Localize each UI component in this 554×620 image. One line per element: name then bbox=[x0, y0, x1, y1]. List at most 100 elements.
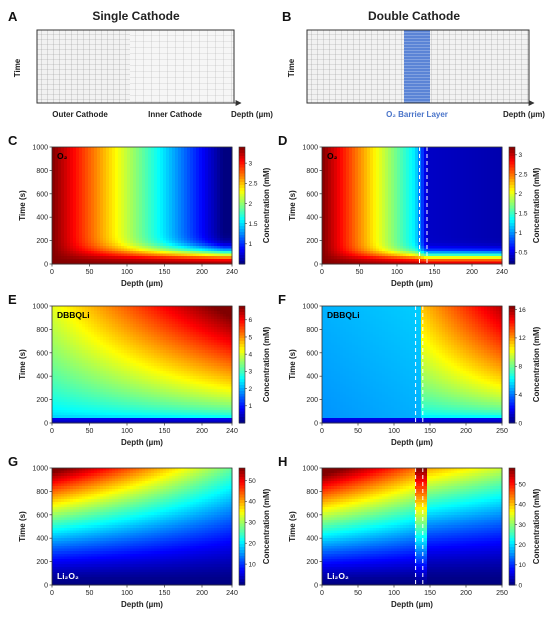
heatmap-cell bbox=[358, 181, 361, 184]
heatmap-cell bbox=[361, 204, 364, 207]
heatmap-cell bbox=[343, 196, 346, 199]
heatmap-cell bbox=[220, 204, 223, 207]
heatmap-cell bbox=[178, 196, 181, 199]
heatmap-cell bbox=[325, 178, 328, 181]
heatmap-cell bbox=[211, 183, 214, 186]
heatmap-cell bbox=[397, 191, 400, 194]
heatmap-cell bbox=[409, 196, 412, 199]
heatmap-cell bbox=[145, 207, 148, 210]
heatmap-cell bbox=[349, 160, 352, 163]
heatmap-cell bbox=[337, 163, 340, 166]
heatmap-cell bbox=[145, 181, 148, 184]
heatmap-cell bbox=[151, 251, 154, 254]
heatmap-cell bbox=[487, 207, 490, 210]
heatmap-cell bbox=[112, 251, 115, 254]
heatmap-cell bbox=[76, 246, 79, 249]
heatmap-cell bbox=[127, 194, 130, 197]
species-label: O₂ bbox=[57, 151, 68, 161]
heatmap-cell bbox=[70, 199, 73, 202]
heatmap-cell bbox=[349, 157, 352, 160]
heatmap-cell bbox=[130, 246, 133, 249]
heatmap-cell bbox=[436, 225, 439, 228]
heatmap-cell bbox=[370, 225, 373, 228]
heatmap-cell bbox=[130, 155, 133, 158]
heatmap-cell bbox=[124, 194, 127, 197]
heatmap-cell bbox=[346, 173, 349, 176]
heatmap-cell bbox=[196, 152, 199, 155]
heatmap-cell bbox=[445, 189, 448, 192]
heatmap-cell bbox=[166, 217, 169, 220]
heatmap-cell bbox=[199, 222, 202, 225]
heatmap-cell bbox=[112, 155, 115, 158]
heatmap-cell bbox=[412, 168, 415, 171]
heatmap-cell bbox=[115, 243, 118, 246]
heatmap-cell bbox=[151, 241, 154, 244]
heatmap-cell bbox=[106, 186, 109, 189]
heatmap-cell bbox=[103, 246, 106, 249]
heatmap-cell bbox=[334, 241, 337, 244]
heatmap-cell bbox=[190, 222, 193, 225]
heatmap-cell bbox=[472, 176, 475, 179]
heatmap-cell bbox=[160, 235, 163, 238]
heatmap-cell bbox=[172, 212, 175, 215]
heatmap-cell bbox=[160, 220, 163, 223]
heatmap-cell bbox=[211, 256, 214, 259]
heatmap-cell bbox=[79, 204, 82, 207]
heatmap-cell bbox=[397, 176, 400, 179]
heatmap-cell bbox=[388, 189, 391, 192]
heatmap-cell bbox=[115, 207, 118, 210]
heatmap-cell bbox=[391, 235, 394, 238]
heatmap-cell bbox=[160, 225, 163, 228]
heatmap-cell bbox=[397, 173, 400, 176]
heatmap-cell bbox=[82, 225, 85, 228]
heatmap-cell bbox=[355, 183, 358, 186]
heatmap-cell bbox=[136, 189, 139, 192]
heatmap-cell bbox=[91, 254, 94, 257]
heatmap-cell bbox=[178, 225, 181, 228]
heatmap-cell bbox=[67, 189, 70, 192]
heatmap-cell bbox=[61, 246, 64, 249]
heatmap-cell bbox=[226, 238, 229, 241]
heatmap-cell bbox=[427, 225, 430, 228]
heatmap-cell bbox=[205, 254, 208, 257]
heatmap-cell bbox=[376, 222, 379, 225]
heatmap-cell bbox=[190, 209, 193, 212]
heatmap-cell bbox=[214, 183, 217, 186]
heatmap-cell bbox=[130, 217, 133, 220]
heatmap-cell bbox=[340, 183, 343, 186]
heatmap-cell bbox=[448, 176, 451, 179]
heatmap-cell bbox=[193, 155, 196, 158]
heatmap-cell bbox=[334, 238, 337, 241]
heatmap-cell bbox=[415, 215, 418, 218]
heatmap-cell bbox=[55, 173, 58, 176]
heatmap-cell bbox=[187, 246, 190, 249]
heatmap-cell bbox=[175, 199, 178, 202]
heatmap-cell bbox=[328, 235, 331, 238]
colorbar-segment bbox=[239, 246, 245, 249]
heatmap-cell bbox=[400, 222, 403, 225]
heatmap-cell bbox=[325, 183, 328, 186]
heatmap-cell bbox=[391, 147, 394, 150]
heatmap-cell bbox=[157, 157, 160, 160]
heatmap-cell bbox=[472, 233, 475, 236]
heatmap-cell bbox=[376, 191, 379, 194]
heatmap-cell bbox=[208, 150, 211, 153]
heatmap-cell bbox=[223, 147, 226, 150]
heatmap-cell bbox=[193, 251, 196, 254]
heatmap-cell bbox=[406, 238, 409, 241]
heatmap-cell bbox=[433, 181, 436, 184]
heatmap-cell bbox=[64, 191, 67, 194]
heatmap-cell bbox=[76, 196, 79, 199]
heatmap-cell bbox=[73, 212, 76, 215]
heatmap-cell bbox=[484, 209, 487, 212]
heatmap-cell bbox=[337, 209, 340, 212]
heatmap-cell bbox=[409, 150, 412, 153]
heatmap-cell bbox=[496, 228, 499, 231]
heatmap-cell bbox=[184, 235, 187, 238]
heatmap-cell bbox=[142, 183, 145, 186]
heatmap-cell bbox=[61, 238, 64, 241]
heatmap-cell bbox=[199, 199, 202, 202]
heatmap-cell bbox=[64, 230, 67, 233]
heatmap-cell bbox=[52, 176, 55, 179]
heatmap-cell bbox=[421, 238, 424, 241]
